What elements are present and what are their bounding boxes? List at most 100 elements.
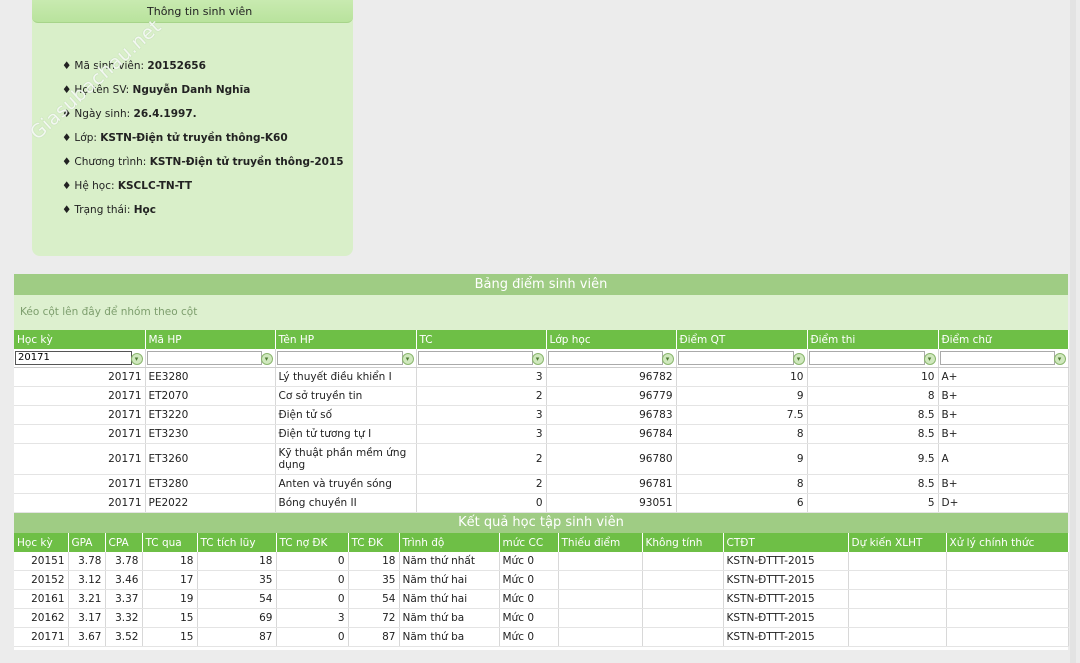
grades-column-header[interactable]: TC: [416, 330, 547, 349]
results-column-header[interactable]: TC tích lũy: [197, 533, 277, 552]
results-table-row[interactable]: 20171 3.67 3.52 15 87 0 87 Năm thứ ba Mức 0 KSTN-…: [14, 627, 1069, 647]
grades-cell: 20171: [14, 493, 146, 513]
grades-cell: ET3260: [145, 443, 276, 475]
results-cell: KSTN-ĐTTT-2015: [723, 627, 849, 647]
bullet-icon: ♦: [62, 180, 72, 192]
grades-cell: 2: [416, 386, 547, 406]
results-cell: 3.37: [105, 589, 143, 609]
filter-input[interactable]: [677, 350, 794, 365]
grades-column-header[interactable]: Tên HP: [275, 330, 417, 349]
results-column-header[interactable]: Xử lý chính thức: [946, 533, 1069, 552]
grades-cell: 96779: [546, 386, 677, 406]
grades-table-row[interactable]: 20171 ET3230 Điện tử tương tự I 3 96784 8 8.5 B…: [14, 424, 1069, 444]
results-column-header[interactable]: mức CC: [499, 533, 559, 552]
results-column-header[interactable]: TC nợ ĐK: [276, 533, 349, 552]
results-column-header[interactable]: CPA: [105, 533, 143, 552]
results-cell: 20151: [14, 552, 69, 571]
grades-cell: B+: [938, 474, 1069, 494]
filter-icon[interactable]: ▾: [401, 352, 414, 365]
results-cell: [642, 627, 724, 647]
grades-cell: 20171: [14, 424, 146, 444]
results-table-row[interactable]: 20151 3.78 3.78 18 18 0 18 Năm thứ nhất Mức 0 KST…: [14, 552, 1069, 571]
student-info-item: ♦ Họ tên SV: Nguyễn Danh Nghĩa: [62, 84, 344, 108]
results-cell: 20152: [14, 570, 69, 590]
grades-cell: 10: [807, 367, 939, 387]
bullet-icon: ♦: [62, 60, 72, 72]
group-by-drop-area[interactable]: Kéo cột lên đây để nhóm theo cột: [14, 295, 1068, 330]
results-table-row[interactable]: 20161 3.21 3.37 19 54 0 54 Năm thứ hai Mức 0 KSTN…: [14, 589, 1069, 609]
grades-cell: 20171: [14, 474, 146, 494]
student-info-panel: Thông tin sinh viên ♦ Mã sinh viên: 20152…: [26, 0, 353, 256]
grades-cell: 96782: [546, 367, 677, 387]
info-value: Học: [133, 204, 156, 216]
results-column-header[interactable]: Dự kiến XLHT: [848, 533, 947, 552]
grades-table-row[interactable]: 20171 ET3220 Điện tử số 3 96783 7.5 8.5 B+: [14, 405, 1069, 425]
filter-icon[interactable]: ▾: [792, 352, 805, 365]
results-column-header[interactable]: Thiếu điểm: [558, 533, 643, 552]
filter-input[interactable]: [276, 350, 403, 365]
grades-title: Bảng điểm sinh viên: [14, 274, 1068, 295]
filter-input[interactable]: [417, 350, 533, 365]
grades-column-header[interactable]: Điểm QT: [676, 330, 808, 349]
results-column-header[interactable]: TC ĐK: [348, 533, 400, 552]
results-cell: 0: [276, 627, 349, 647]
filter-icon[interactable]: ▾: [661, 352, 674, 365]
results-column-header[interactable]: GPA: [68, 533, 106, 552]
grades-table-row[interactable]: 20171 ET3260 Kỹ thuật phần mềm ứng dụng 2 96…: [14, 443, 1069, 475]
filter-icon[interactable]: ▾: [923, 352, 936, 365]
results-cell: 87: [348, 627, 400, 647]
grades-table-row[interactable]: 20171 ET3280 Anten và truyền sóng 2 96781 8 8.…: [14, 474, 1069, 494]
student-info-item: ♦ Mã sinh viên: 20152656: [62, 60, 344, 84]
filter-input[interactable]: [547, 350, 663, 365]
results-table-row[interactable]: 20152 3.12 3.46 17 35 0 35 Năm thứ hai Mức 0 KSTN…: [14, 570, 1069, 590]
results-cell: 3.67: [68, 627, 106, 647]
filter-icon[interactable]: ▾: [1053, 352, 1066, 365]
results-column-header[interactable]: CTĐT: [723, 533, 849, 552]
grades-section: Bảng điểm sinh viên Kéo cột lên đây để n…: [14, 274, 1069, 650]
student-info-item: ♦ Chương trình: KSTN-Điện tử truyền thông…: [62, 156, 344, 180]
filter-icon[interactable]: ▾: [531, 352, 544, 365]
grades-column-header[interactable]: Điểm thi: [807, 330, 939, 349]
grades-filter-cell: ▾: [546, 349, 677, 368]
grades-table-row[interactable]: 20171 PE2022 Bóng chuyền II 0 93051 6 5 D+: [14, 493, 1069, 513]
bullet-icon: ♦: [62, 108, 72, 120]
results-column-header[interactable]: Học kỳ: [14, 533, 69, 552]
results-column-header[interactable]: TC qua: [142, 533, 198, 552]
filter-icon[interactable]: ▾: [260, 352, 273, 365]
results-cell: KSTN-ĐTTT-2015: [723, 552, 849, 571]
filter-icon[interactable]: ▾: [130, 352, 143, 365]
filter-input[interactable]: [939, 350, 1055, 365]
grades-cell: 93051: [546, 493, 677, 513]
results-table-row[interactable]: 20162 3.17 3.32 15 69 3 72 Năm thứ ba Mức 0 KSTN-…: [14, 608, 1069, 628]
grades-table-row[interactable]: 20171 ET2070 Cơ sở truyền tin 2 96779 9 8 B+: [14, 386, 1069, 406]
filter-input[interactable]: [15, 350, 132, 365]
page-scrollbar[interactable]: [1070, 0, 1076, 663]
results-cell: [946, 589, 1069, 609]
grades-column-header[interactable]: Mã HP: [145, 330, 276, 349]
results-cell: [946, 627, 1069, 647]
info-label: Mã sinh viên:: [74, 60, 145, 72]
info-value: KSTN-Điện tử truyền thông-2015: [149, 156, 344, 168]
grades-cell: Bóng chuyền II: [275, 493, 417, 513]
results-cell: [848, 570, 947, 590]
grades-table-row[interactable]: 20171 EE3280 Lý thuyết điều khiển I 3 96782 1…: [14, 367, 1069, 387]
info-value: 26.4.1997.: [133, 108, 197, 120]
results-cell: 3.17: [68, 608, 106, 628]
filter-input[interactable]: [808, 350, 925, 365]
filter-input[interactable]: [146, 350, 262, 365]
grades-filter-cell: ▾: [145, 349, 276, 368]
results-cell: 3.78: [68, 552, 106, 571]
grades-column-header[interactable]: Điểm chữ: [938, 330, 1069, 349]
results-cell: [642, 570, 724, 590]
results-cell: 0: [276, 589, 349, 609]
grades-filter-cell: ▾: [938, 349, 1069, 368]
grades-cell: 96784: [546, 424, 677, 444]
grades-column-header[interactable]: Học kỳ: [14, 330, 146, 349]
grades-column-header[interactable]: Lớp học: [546, 330, 677, 349]
results-cell: 87: [197, 627, 277, 647]
grades-filter-cell: ▾: [676, 349, 808, 368]
results-column-header[interactable]: Trình độ: [399, 533, 500, 552]
grades-cell: ET2070: [145, 386, 276, 406]
results-column-header[interactable]: Không tính: [642, 533, 724, 552]
grades-header-row: Học kỳ Mã HP Tên HP TC Lớp học Điểm QT Điểm th…: [14, 330, 1069, 349]
